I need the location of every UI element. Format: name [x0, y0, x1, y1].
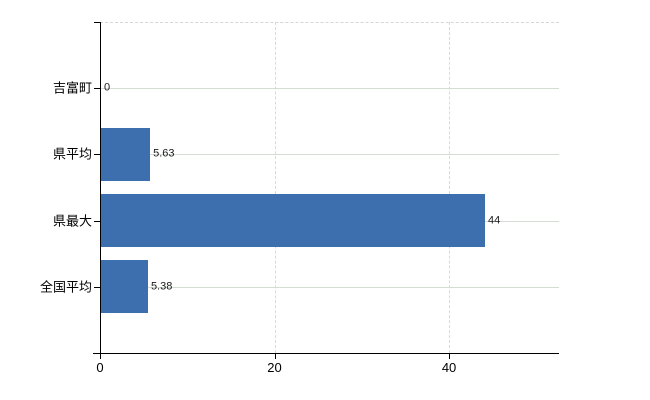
x-axis	[93, 353, 559, 354]
x-tick-label: 40	[441, 360, 457, 375]
y-axis	[100, 22, 101, 353]
y-axis-tick	[94, 154, 100, 156]
bar	[101, 194, 485, 248]
x-axis-tick	[274, 353, 276, 359]
horizontal-gridline	[100, 286, 559, 288]
y-tick-label: 吉富町	[52, 80, 92, 96]
x-axis-tick	[100, 353, 101, 359]
bar-value-label: 5.38	[150, 280, 173, 293]
bar-value-label: 5.63	[153, 147, 175, 160]
y-tick-label: 全国平均	[39, 279, 92, 295]
y-tick-label: 県最大	[52, 213, 92, 229]
bar-value-label: 0	[104, 81, 111, 94]
x-axis-tick	[449, 353, 451, 359]
y-axis-tick	[94, 22, 100, 23]
horizontal-gridline	[100, 88, 559, 90]
horizontal-gridline	[100, 154, 559, 156]
bar	[101, 260, 148, 314]
bar	[101, 127, 151, 181]
plot-top-border	[100, 22, 559, 23]
vertical-gridline	[449, 22, 451, 353]
y-axis-tick	[94, 220, 100, 222]
y-axis-tick	[94, 286, 100, 288]
y-axis-tick	[94, 88, 100, 90]
bar-value-label: 44	[487, 214, 501, 227]
vertical-gridline	[274, 22, 276, 353]
x-tick-label: 0	[96, 360, 104, 375]
y-tick-label: 県平均	[52, 146, 92, 162]
x-tick-label: 20	[267, 360, 282, 375]
